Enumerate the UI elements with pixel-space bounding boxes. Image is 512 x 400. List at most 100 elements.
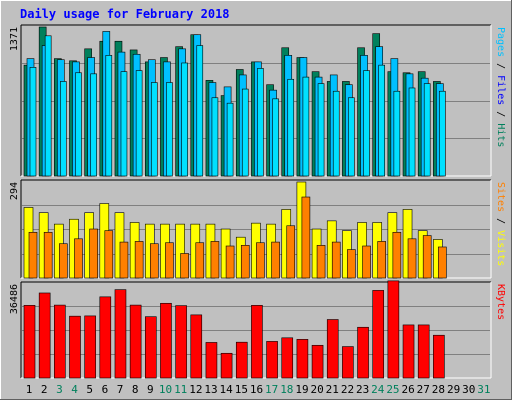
visits-panel-ymax-label: 294 — [9, 182, 20, 200]
visits-bar — [175, 223, 185, 279]
sites-bar — [286, 225, 296, 279]
day-label: 4 — [71, 383, 78, 396]
day-label: 1 — [26, 383, 33, 396]
sites-bar — [256, 242, 265, 279]
kbytes-panel-ymax-label: 36486 — [9, 284, 20, 314]
day-label: 17 — [265, 383, 278, 396]
kbytes-panel-legend: KBytes — [495, 284, 506, 320]
pages-bar — [226, 102, 234, 177]
kbytes-bar — [175, 305, 187, 379]
day-label: 24 — [371, 383, 385, 396]
sites-bar — [438, 246, 447, 279]
sites-bar — [119, 241, 129, 279]
kbytes-bar — [38, 292, 51, 379]
sites-bar — [165, 242, 174, 279]
pages-bar — [29, 67, 37, 177]
pages-bar — [393, 90, 401, 177]
sites-bar — [407, 238, 417, 279]
hits-panel-ymax-label: 1371 — [9, 27, 20, 51]
sites-bar — [392, 231, 402, 279]
kbytes-bar — [387, 280, 400, 379]
day-label: 5 — [86, 383, 93, 396]
sites-bar — [149, 243, 159, 279]
sites-bar — [301, 196, 311, 279]
hits-panel-legend-part: Hits — [495, 123, 506, 147]
kbytes-bar — [417, 324, 430, 379]
day-label: 27 — [417, 383, 430, 396]
sites-bar — [271, 241, 280, 279]
sites-bar — [362, 245, 371, 279]
day-label: 7 — [117, 383, 124, 396]
sites-bar — [59, 243, 68, 279]
sites-bar — [89, 228, 98, 279]
pages-bar — [257, 68, 264, 177]
pages-bar — [90, 73, 97, 177]
sites-bar — [240, 245, 250, 279]
pages-bar — [439, 90, 446, 177]
pages-bar — [317, 83, 325, 177]
kbytes-bar — [190, 314, 203, 379]
pages-bar — [272, 98, 279, 177]
day-label: 13 — [204, 383, 217, 396]
day-label: 23 — [356, 383, 369, 396]
kbytes-bar — [114, 289, 127, 379]
pages-bar — [150, 82, 158, 177]
kbytes-bar — [326, 319, 339, 379]
day-label: 15 — [235, 383, 248, 396]
pages-bar — [408, 87, 416, 177]
kbytes-bar — [342, 346, 354, 379]
pages-bar — [302, 76, 310, 177]
kbytes-bar — [144, 316, 157, 379]
day-label: 10 — [159, 383, 172, 396]
pages-bar — [44, 35, 52, 177]
pages-bar — [348, 97, 355, 177]
kbytes-bar — [235, 341, 248, 379]
pages-bar — [181, 62, 188, 177]
hits-panel-legend: Pages / Files / Hits — [495, 27, 506, 147]
pages-bar — [196, 45, 204, 177]
kbytes-bar — [357, 326, 369, 379]
hits-panel-legend-part: Files — [495, 75, 506, 105]
day-label: 21 — [326, 383, 339, 396]
day-label: 18 — [280, 383, 293, 396]
day-label: 12 — [189, 383, 202, 396]
kbytes-bar — [84, 315, 96, 379]
day-label: 6 — [102, 383, 109, 396]
day-label: 31 — [477, 383, 490, 396]
sites-bar — [316, 245, 326, 279]
kbytes-bar — [23, 305, 36, 379]
sites-bar — [134, 241, 144, 279]
day-label: 3 — [56, 383, 63, 396]
kbytes-bar — [220, 352, 233, 379]
kbytes-bar — [99, 296, 112, 379]
kbytes-bar — [372, 290, 385, 379]
visits-panel-legend: Sites / Visits — [495, 182, 506, 266]
sites-bar — [104, 230, 114, 279]
visits-panel-legend-part: / — [495, 212, 506, 230]
sites-bar — [74, 238, 83, 279]
day-label: 22 — [341, 383, 354, 396]
pages-bar — [135, 70, 143, 177]
pages-bar — [60, 81, 67, 177]
pages-bar — [241, 88, 249, 177]
sites-bar — [28, 231, 38, 279]
sites-bar — [180, 253, 189, 279]
day-label: 16 — [250, 383, 263, 396]
kbytes-bar — [251, 305, 263, 379]
sites-bar — [225, 245, 235, 279]
pages-bar — [120, 71, 128, 177]
day-label: 9 — [147, 383, 154, 396]
pages-bar — [105, 55, 113, 177]
sites-bar — [377, 241, 387, 279]
kbytes-bar — [160, 302, 172, 379]
day-label: 26 — [401, 383, 414, 396]
day-label: 19 — [295, 383, 308, 396]
day-label: 28 — [432, 383, 445, 396]
day-label: 8 — [132, 383, 139, 396]
kbytes-bar — [54, 304, 66, 379]
sites-bar — [422, 235, 432, 279]
day-label: 14 — [220, 383, 234, 396]
day-label: 2 — [41, 383, 48, 396]
